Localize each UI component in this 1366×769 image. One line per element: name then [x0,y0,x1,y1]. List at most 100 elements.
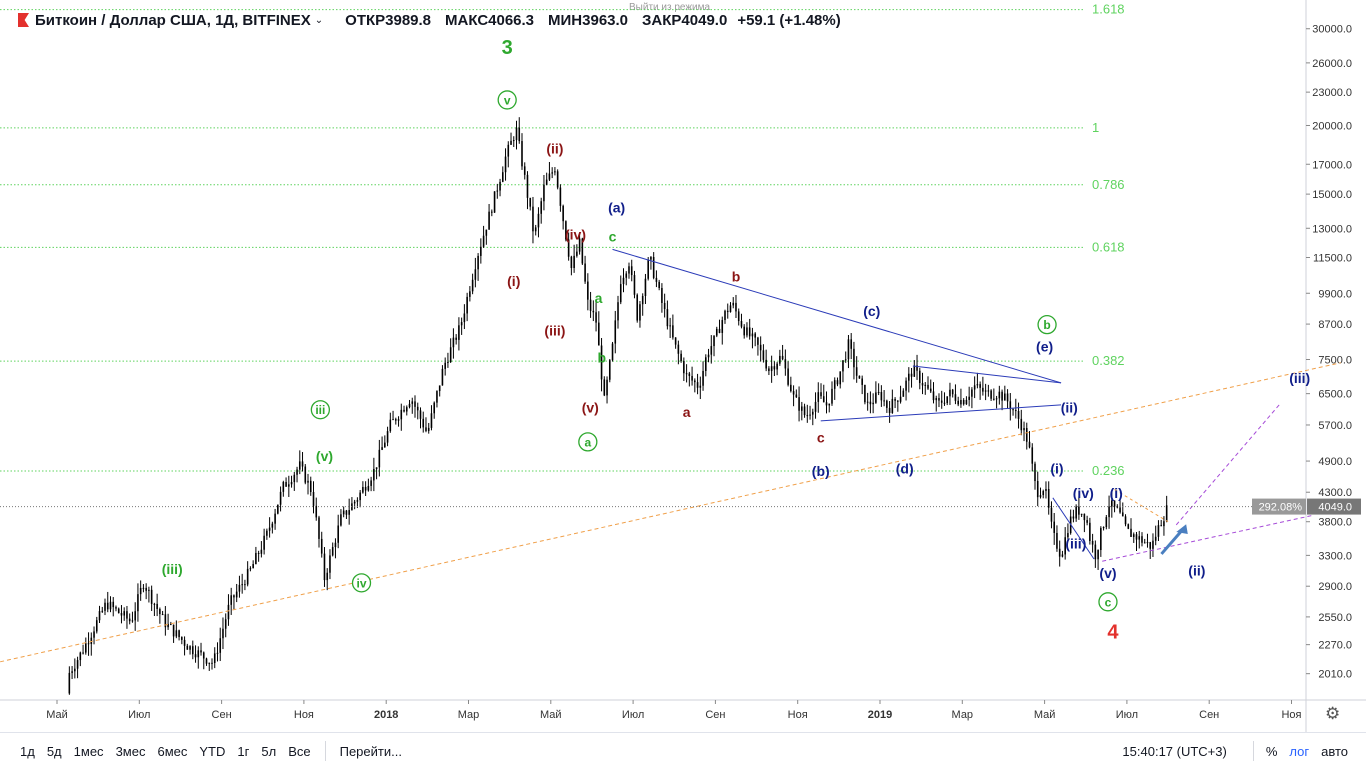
candle-body [855,367,858,376]
candle-body [927,384,929,389]
candle-body [244,584,246,586]
candle-body [1163,521,1165,527]
candle-body [466,296,468,314]
candle-body [784,359,787,369]
candle-body [381,447,383,450]
candle-body [515,127,518,141]
price-tick-label: 20000.0 [1312,120,1352,132]
candle-body [803,406,806,416]
candle-body [685,373,688,375]
candle-body [913,365,916,377]
time-tick-label: Июл [128,709,150,721]
candle-body [518,127,521,142]
candle-body [1100,528,1102,551]
candle-body [537,213,540,228]
candle-body [534,227,537,232]
log-scale-button[interactable]: лог [1289,743,1310,759]
timeframe-group: 1д 5д 1мес 3мес 6мес YTD 1г 5л Все [20,744,311,759]
candle-body [1006,393,1009,402]
candle-body [444,362,446,369]
wave-label: c [609,228,617,244]
candle-body [427,427,430,431]
candle-body [839,371,842,385]
timeframe-ytd[interactable]: YTD [199,743,226,759]
candle-body [430,413,433,428]
timeframe-all[interactable]: Все [288,743,311,759]
symbol-title[interactable]: Биткоин / Доллар США, 1Д, BITFINEX [35,11,311,29]
auto-scale-button[interactable]: авто [1321,743,1348,759]
candle-body [822,396,825,403]
timeframe-6m[interactable]: 6мес [157,743,188,759]
candle-body [960,399,962,405]
candle-body [672,325,674,338]
candle-body [233,595,235,598]
candle-body [1165,505,1168,522]
timeframe-3m[interactable]: 3мес [115,743,146,759]
candle-body [345,510,348,515]
gear-icon[interactable]: ⚙ [1325,704,1341,723]
candle-body [935,398,938,401]
candle-body [76,660,79,669]
timeframe-1m[interactable]: 1мес [73,743,104,759]
percent-scale-button[interactable]: % [1265,743,1278,759]
price-chart[interactable]: 1.618 1 0.786 0.618 0.382 0.236 30000.0 26000.0… [0,0,1366,732]
timeframe-1y[interactable]: 1г [237,743,250,759]
candle-body [1091,541,1094,545]
timeframe-1d[interactable]: 1д [20,743,35,759]
candle-body [115,607,117,609]
candle-body [570,256,573,268]
wave-label: (i) [1110,485,1123,501]
candle-body [288,484,290,487]
clock-time[interactable]: 15:40:17 (UTC+3) [1122,743,1227,759]
candle-body [1009,401,1012,410]
price-tick-label: 2550.0 [1318,612,1352,624]
candle-body [737,311,740,322]
candle-body [1083,513,1086,521]
candle-body [181,637,183,640]
candle-body [1113,500,1116,507]
candle-body [1111,500,1113,507]
candle-body [811,411,814,415]
goto-date-button[interactable]: Перейти... [339,743,402,759]
candle-body [1023,428,1025,431]
candle-body [485,229,488,236]
candle-body [707,354,710,358]
candle-body [312,491,315,506]
candle-body [576,251,578,256]
candle-body [957,400,959,405]
timeframe-5y[interactable]: 5л [261,743,277,759]
candle-body [776,363,778,370]
candle-body [471,279,474,292]
candle-body [529,197,532,207]
fib-level-label: 1.618 [1092,2,1125,17]
chevron-down-icon[interactable]: ⌄ [314,14,324,26]
candle-body [598,322,600,346]
candle-body [191,646,194,655]
candle-body [74,668,76,672]
candle-body [411,401,414,404]
candle-body [101,610,104,612]
wave-label: c [817,429,825,445]
candle-body [477,255,479,270]
candle-body [293,474,296,483]
time-tick-label: Май [540,709,562,721]
candle-body [175,630,178,637]
candle-body [1047,488,1050,508]
candle-body [858,375,861,379]
candle-body [370,480,372,486]
price-tick-label: 3800.0 [1318,517,1352,529]
time-tick-label: Мар [952,709,974,721]
candle-body [131,620,134,622]
candle-body [883,400,885,402]
candle-body [699,385,702,388]
candle-body [636,294,639,321]
price-tick-label: 3300.0 [1318,550,1352,562]
scale-controls: 15:40:17 (UTC+3) % лог авто [1122,741,1348,761]
candle-body [940,400,943,403]
toolbar-divider [324,741,326,761]
timeframe-5d[interactable]: 5д [46,743,62,759]
candle-body [285,482,287,487]
candle-body [968,396,970,400]
candle-body [128,618,131,622]
candle-body [414,401,416,407]
